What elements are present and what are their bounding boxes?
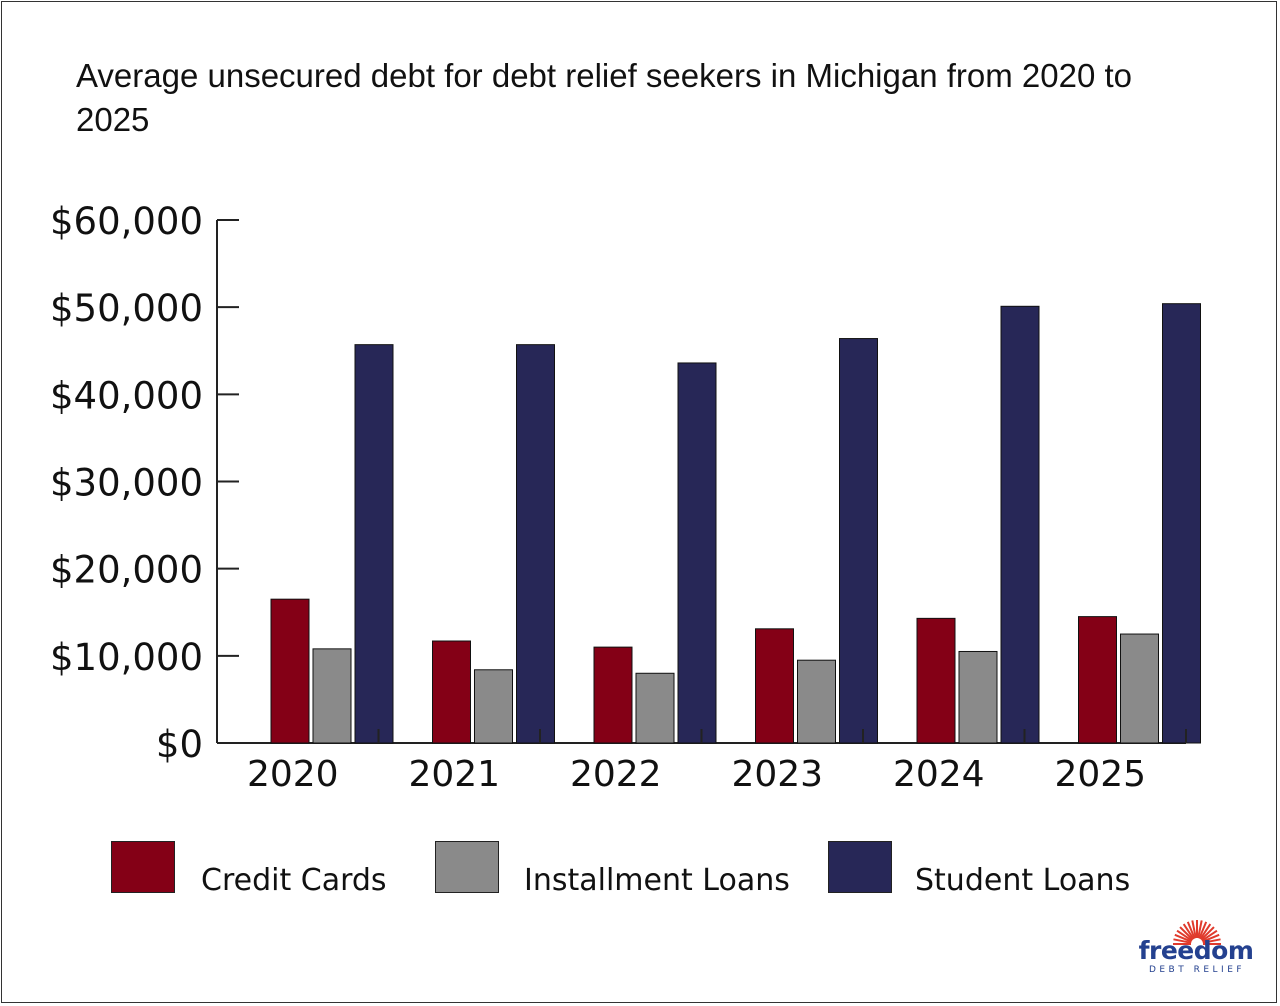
x-tick-label: 2025 bbox=[1054, 754, 1146, 795]
freedom-debt-relief-logo: freedom DEBT RELIEF bbox=[1132, 910, 1257, 978]
x-tick-label: 2020 bbox=[247, 754, 339, 795]
bar-student-loans-2025 bbox=[1162, 303, 1201, 744]
y-tick-label: $40,000 bbox=[50, 374, 203, 417]
legend-swatch-credit-cards bbox=[111, 841, 175, 893]
sun-ray bbox=[1202, 938, 1221, 944]
x-tick-label: 2023 bbox=[731, 754, 823, 795]
y-tick-label: $10,000 bbox=[50, 636, 203, 679]
bar-credit-cards-2020 bbox=[270, 598, 310, 744]
bar-credit-cards-2024 bbox=[916, 617, 956, 744]
bar-credit-cards-2022 bbox=[593, 646, 633, 744]
sun-ray bbox=[1176, 929, 1193, 942]
y-tick-label: $0 bbox=[156, 723, 203, 766]
logo-tagline: DEBT RELIEF bbox=[1148, 965, 1246, 975]
sun-ray bbox=[1200, 926, 1215, 941]
y-tick-label: $20,000 bbox=[50, 549, 203, 592]
sun-ray bbox=[1174, 933, 1192, 943]
bar-student-loans-2021 bbox=[516, 344, 555, 744]
bar-installment-loans-2020 bbox=[312, 648, 352, 744]
bar-credit-cards-2025 bbox=[1078, 616, 1117, 744]
legend-label-installment-loans: Installment Loans bbox=[524, 863, 790, 898]
bar-student-loans-2022 bbox=[677, 362, 717, 744]
sun-ray bbox=[1197, 920, 1203, 939]
y-tick-label: $50,000 bbox=[50, 287, 203, 330]
bar-student-loans-2020 bbox=[354, 344, 394, 744]
sunburst-icon bbox=[1173, 920, 1221, 945]
sun-ray bbox=[1198, 921, 1208, 939]
logo-wordmark: freedom bbox=[1138, 936, 1254, 965]
x-tick-label: 2024 bbox=[893, 754, 985, 795]
chart-title: Average unsecured debt for debt relief s… bbox=[76, 57, 1132, 138]
sun-ray bbox=[1179, 926, 1194, 941]
bar-installment-loans-2021 bbox=[474, 669, 513, 744]
sun-ray bbox=[1199, 923, 1212, 940]
x-tick-label: 2022 bbox=[570, 754, 662, 795]
y-tick-label: $30,000 bbox=[50, 462, 203, 505]
legend-swatch-installment-loans bbox=[435, 841, 499, 893]
bar-installment-loans-2022 bbox=[635, 672, 675, 744]
legend-label-credit-cards: Credit Cards bbox=[201, 863, 387, 898]
bar-credit-cards-2023 bbox=[755, 628, 794, 744]
bar-student-loans-2024 bbox=[1000, 305, 1040, 744]
legend-label-student-loans: Student Loans bbox=[915, 863, 1131, 898]
legend: Credit Cards Installment Loans Student L… bbox=[0, 841, 1280, 901]
sun-ray bbox=[1173, 938, 1192, 944]
bar-student-loans-2023 bbox=[839, 338, 878, 744]
bar-installment-loans-2024 bbox=[958, 650, 998, 744]
sun-ray bbox=[1191, 920, 1197, 939]
x-tick-label: 2021 bbox=[408, 754, 500, 795]
sun-ray bbox=[1182, 923, 1195, 940]
sun-ray bbox=[1186, 921, 1196, 939]
bar-installment-loans-2023 bbox=[797, 659, 836, 744]
sun-ray bbox=[1202, 933, 1220, 943]
bar-credit-cards-2021 bbox=[432, 640, 471, 744]
sun-ray bbox=[1201, 929, 1218, 942]
y-tick-label: $60,000 bbox=[50, 200, 203, 243]
bar-installment-loans-2025 bbox=[1120, 633, 1159, 744]
legend-swatch-student-loans bbox=[828, 841, 892, 893]
